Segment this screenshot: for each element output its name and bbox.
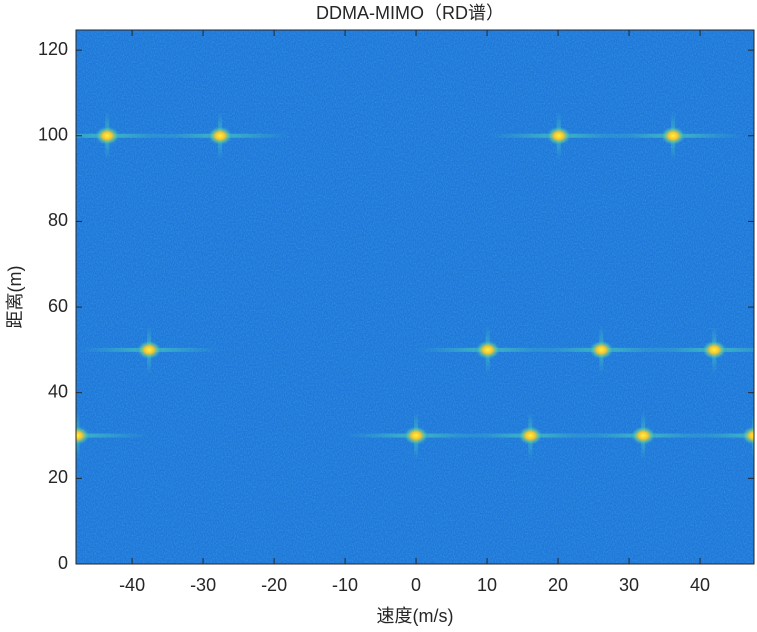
peak [76,425,91,446]
y-tick-label: 60 [48,296,68,316]
y-tick-label: 100 [38,125,68,145]
x-tick-label: -30 [190,575,216,595]
heatmap-noise [76,30,754,564]
x-tick-label: 0 [411,575,421,595]
peak-streak-h [76,133,178,138]
peak [588,339,615,360]
peak [94,125,121,146]
x-axis-label: 速度(m/s) [377,606,454,626]
x-tick-label: 30 [619,575,639,595]
y-tick-label: 0 [58,553,68,573]
peak [136,339,163,360]
peak-streak-h [76,433,148,438]
y-axis-label: 距离(m) [5,266,25,329]
x-tick-label: 20 [548,575,568,595]
peak [474,339,501,360]
peak-streak-h [644,347,754,352]
peak [403,425,430,446]
x-tick-label: 10 [477,575,497,595]
y-tick-label: 120 [38,39,68,59]
peak [660,125,687,146]
peak-streak-h [684,433,754,438]
peak [741,425,754,446]
chart-title: DDMA-MIMO（RD谱） [316,3,504,23]
x-tick-label: -10 [332,575,358,595]
peak [701,339,728,360]
axes-box [75,29,755,565]
x-tick-label: -20 [261,575,287,595]
peak [545,125,572,146]
peak [517,425,544,446]
x-tick-label: 40 [690,575,710,595]
peak [207,125,234,146]
y-tick-label: 40 [48,381,68,401]
peak [630,425,657,446]
y-tick-label: 20 [48,467,68,487]
x-tick-label: -40 [119,575,145,595]
y-tick-label: 80 [48,210,68,230]
